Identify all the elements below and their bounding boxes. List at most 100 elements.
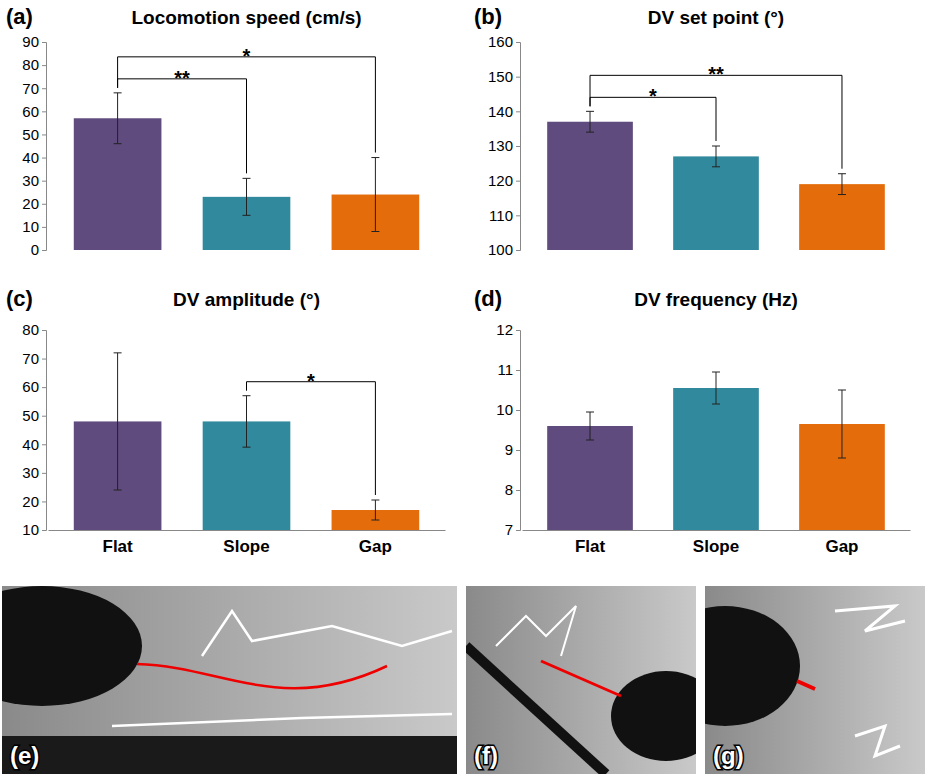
error-cap [586,132,594,133]
whisker-trace [137,664,387,688]
error-bar [243,178,251,215]
y-axis: 100110120130140150160 [488,33,521,258]
tick: 110 [489,207,520,224]
tick: 160 [488,33,520,50]
tick-mark [516,250,520,251]
tick-label: Flat [575,537,606,556]
significance-bracket [118,57,376,153]
tick: 10 [22,218,46,235]
tick-label: 7 [505,521,513,538]
error-cap [712,404,720,405]
tick: 10 [22,521,46,538]
tick-label: 10 [22,521,39,538]
tick-label: 60 [22,103,39,120]
tick: 8 [505,481,520,498]
tick-mark [42,134,46,135]
tick-mark [42,444,46,445]
tick: 70 [22,350,46,367]
tick-label: 0 [31,241,39,258]
significance-bracket [118,79,247,174]
error-stem [716,146,717,167]
photo-label: (g) [713,742,744,769]
bar [673,156,759,250]
error-bar [114,93,122,144]
tick-label: 10 [22,218,39,235]
error-bar [114,353,122,490]
error-cap [114,92,122,93]
plot-area [547,372,885,530]
plot-area [74,353,419,530]
tick-mark [42,227,46,228]
tick-mark [42,204,46,205]
x-axis: FlatSlopeGap [49,530,446,556]
tick: 30 [22,172,46,189]
error-cap [838,458,846,459]
tick-label: 9 [505,441,513,458]
tick: Slope [223,530,269,556]
error-cap [371,157,379,158]
tick-mark [516,146,520,147]
chart-title: Locomotion speed (cm/s) [131,7,361,28]
whisker-trace [797,681,815,689]
tick-mark [42,42,46,43]
photo: (g) [650,586,925,774]
tick: 30 [22,464,46,481]
tick: 80 [22,56,46,73]
panel: (d)DV frequency (Hz)789101112FlatSlopeGa… [474,286,911,556]
error-cap [114,143,122,144]
error-cap [243,178,251,179]
panel-label: (d) [474,286,502,311]
tick-mark [42,65,46,66]
tick: 60 [22,103,46,120]
tick-label: 11 [497,361,513,378]
tick-label: 70 [22,350,39,367]
tick-mark [42,359,46,360]
axis-line [42,43,47,251]
tick-mark [42,387,46,388]
error-bar [712,372,720,404]
bar [673,388,759,530]
y-axis: 789101112 [496,321,520,538]
significance-label: * [649,85,657,107]
tick-label: 90 [22,33,39,50]
tick-label: 20 [22,493,39,510]
tick: 140 [488,103,520,120]
error-bar [838,174,846,195]
tick-mark [42,158,46,159]
tick-mark [516,181,520,182]
tick: Flat [575,530,606,556]
tick-label: 10 [496,401,513,418]
slope-edge [466,646,606,774]
tick-mark [516,450,520,451]
tick: 80 [22,321,46,338]
error-stem [375,500,376,520]
tick-mark [42,330,46,331]
tick-label: 50 [22,407,39,424]
animal [2,586,142,706]
whisker-trace [496,606,576,656]
error-bar [586,111,594,132]
error-bar [838,390,846,458]
photo: (e) [0,586,457,776]
tick-label: 50 [22,126,39,143]
error-stem [841,390,842,458]
figure: (a)Locomotion speed (cm/s)01020304050607… [0,0,927,778]
error-stem [590,412,591,440]
tick-mark [516,77,520,78]
bar [547,122,633,250]
tick: 130 [488,137,520,154]
error-stem [117,353,118,490]
tick: 20 [22,195,46,212]
error-bar [243,396,251,447]
error-cap [712,372,720,373]
tick-label: Gap [825,537,858,556]
whisker-trace [202,611,452,656]
tick-mark [42,473,46,474]
significance-label: * [243,45,251,67]
tick: 10 [496,401,520,418]
tick-mark [42,181,46,182]
tick-label: 70 [22,80,39,97]
tick-label: 160 [488,33,513,50]
tick-label: 20 [22,195,39,212]
tick-label: Slope [223,537,269,556]
